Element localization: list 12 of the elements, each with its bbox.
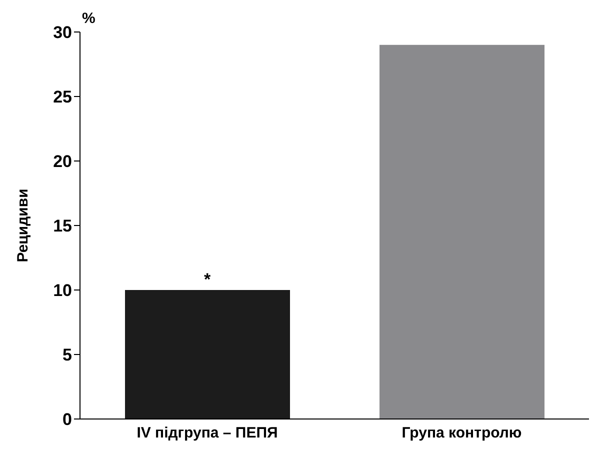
y-axis-title: Рецидиви <box>14 188 32 262</box>
y-tick-label: 25 <box>53 88 72 107</box>
y-tick-label: 0 <box>62 410 72 430</box>
y-tick-label: 20 <box>53 152 72 172</box>
text: % <box>82 10 96 27</box>
x-tick-label: Група контролю <box>402 424 522 442</box>
y-tick-label: 10 <box>53 281 72 300</box>
y-tick-label: 30 <box>53 23 72 42</box>
annotation: * <box>204 270 211 289</box>
y-tick-label: 15 <box>53 216 72 236</box>
x-tick-label: IV підгрупа – ПЕПЯ <box>136 424 278 442</box>
y-tick-label: 5 <box>62 346 72 365</box>
